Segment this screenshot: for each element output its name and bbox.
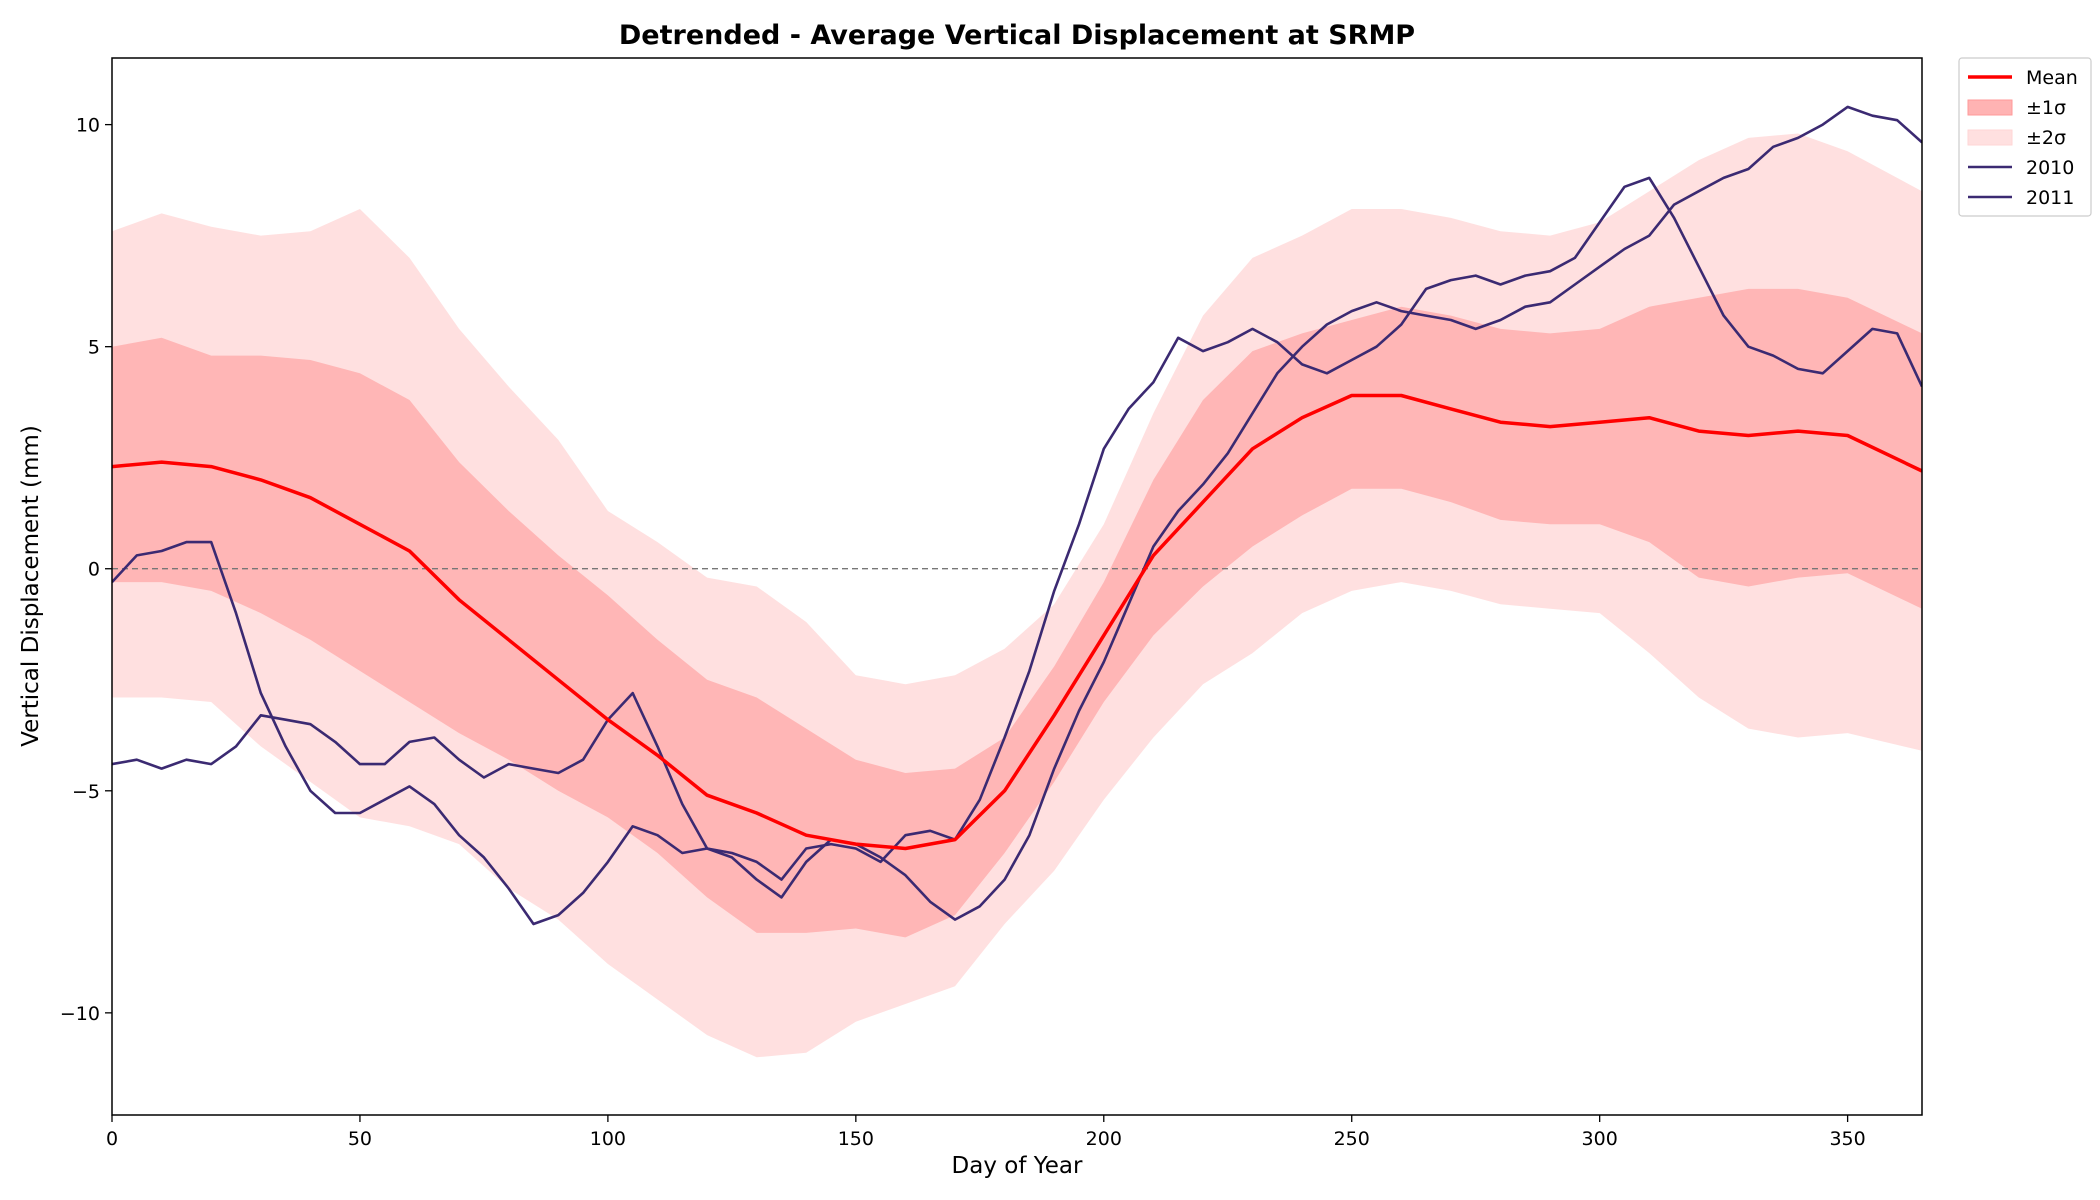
x-tick-label: 150 bbox=[838, 1128, 874, 1150]
series-lines bbox=[112, 105, 1922, 926]
x-axis-ticks: 0 50 100 150 200 250 300 350 bbox=[106, 1115, 1866, 1150]
x-tick-label: 0 bbox=[106, 1128, 118, 1150]
x-tick-label: 200 bbox=[1086, 1128, 1122, 1150]
mean-line bbox=[112, 393, 1922, 851]
series-line-2011 bbox=[112, 176, 1922, 881]
legend-label: ±1σ bbox=[2026, 97, 2066, 119]
y-axis-ticks: −10 −5 0 5 10 bbox=[60, 115, 112, 1025]
legend-label: ±2σ bbox=[2026, 127, 2066, 149]
plot-area bbox=[112, 105, 1922, 1058]
y-tick-label: 5 bbox=[88, 337, 100, 359]
legend-label: 2011 bbox=[2026, 187, 2074, 209]
y-tick-label: −10 bbox=[60, 1003, 100, 1025]
plot-frame bbox=[111, 57, 1923, 1116]
legend-swatch bbox=[1967, 99, 2013, 116]
y-tick-label: 10 bbox=[76, 115, 100, 137]
x-tick-label: 250 bbox=[1334, 1128, 1370, 1150]
legend-box bbox=[1958, 57, 2092, 217]
series-line-2010 bbox=[112, 105, 1922, 926]
x-tick-label: 300 bbox=[1582, 1128, 1618, 1150]
legend-label: 2010 bbox=[2026, 157, 2074, 179]
y-tick-label: −5 bbox=[72, 781, 100, 803]
x-tick-label: 350 bbox=[1829, 1128, 1865, 1150]
y-axis-label: Vertical Displacement (mm) bbox=[18, 425, 44, 747]
legend: Mean ±1σ ±2σ 2010 2011 bbox=[1958, 57, 2092, 217]
band-1sigma bbox=[112, 288, 1922, 938]
legend-label: Mean bbox=[2026, 67, 2078, 89]
x-axis-label: Day of Year bbox=[952, 1153, 1083, 1179]
y-tick-label: 0 bbox=[88, 559, 100, 581]
chart-title: Detrended - Average Vertical Displacemen… bbox=[619, 20, 1415, 51]
x-tick-label: 100 bbox=[590, 1128, 626, 1150]
x-tick-label: 50 bbox=[348, 1128, 372, 1150]
legend-swatch bbox=[1967, 129, 2013, 146]
